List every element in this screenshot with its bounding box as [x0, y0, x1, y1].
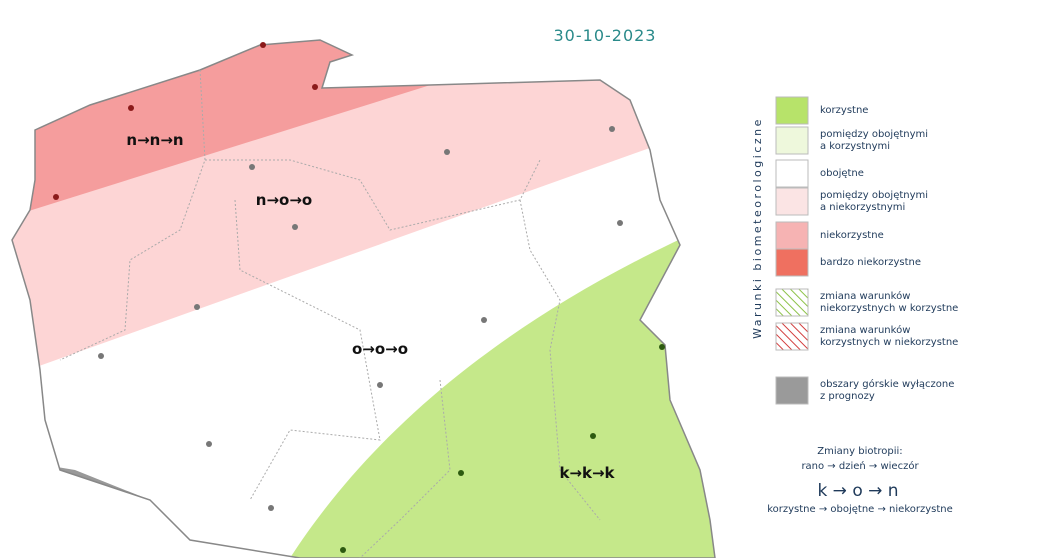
legend-label: a korzystnymi — [820, 141, 890, 152]
borders — [59, 69, 601, 558]
legend-label: bardzo niekorzystne — [820, 257, 921, 268]
zone-label: n→n→n — [126, 131, 183, 149]
legend-swatch — [775, 221, 809, 250]
legend-label: pomiędzy obojętnymi — [820, 129, 928, 140]
legend-label: zmiana warunków — [820, 290, 910, 302]
legend-label: pomiędzy obojętnymi — [820, 190, 928, 201]
legend-swatch — [775, 187, 809, 216]
legend-swatch — [775, 248, 809, 277]
zone-label: k→k→k — [559, 464, 615, 482]
legend-swatch — [775, 159, 809, 188]
stations — [53, 42, 665, 553]
zone-label: o→o→o — [352, 340, 408, 358]
biotropy-sequence: rano → dzień → wieczór — [801, 460, 919, 472]
legend-label: obojętne — [820, 168, 864, 179]
legend-label: korzystnych w niekorzystne — [820, 337, 958, 348]
legend-label: niekorzystnych w korzystne — [820, 303, 958, 314]
date: 30-10-2023 — [554, 26, 657, 45]
legend-label: zmiana warunków — [820, 324, 910, 336]
legend-swatch — [775, 376, 809, 405]
map-zones — [12, 40, 715, 558]
legend-swatch — [775, 288, 809, 317]
biotropy-example: k → o → n — [817, 481, 898, 501]
legend-swatch — [775, 96, 809, 125]
legend-swatch — [775, 322, 809, 351]
biotropy-meaning: korzystne → obojętne → niekorzystne — [767, 504, 953, 515]
legend-label: z prognozy — [820, 391, 875, 402]
zone-label: n→o→o — [256, 191, 312, 209]
legend-label: obszary górskie wyłączone — [820, 378, 954, 390]
legend-label: korzystne — [820, 105, 868, 116]
biotropy-title: Zmiany biotropii: — [817, 446, 902, 457]
legend-swatch — [775, 126, 809, 155]
legend-label: a niekorzystnymi — [820, 202, 905, 213]
legend-title: Warunki biometeorologiczne — [751, 117, 764, 339]
legend-label: niekorzystne — [820, 230, 884, 241]
